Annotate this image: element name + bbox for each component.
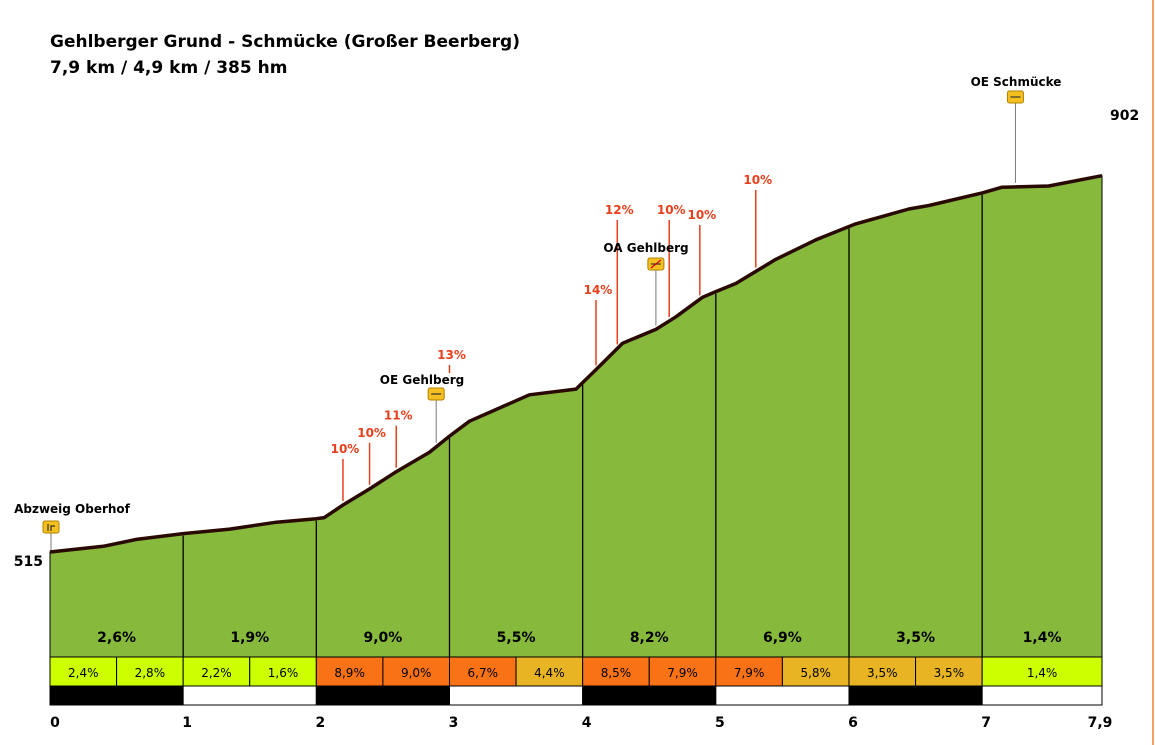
steep-marker-label: 10% — [657, 203, 686, 217]
km-gradient-label: 8,2% — [630, 630, 669, 646]
gradient-segment-label: 5,8% — [800, 666, 831, 680]
profile-line — [49, 173, 1103, 554]
gradient-segment-label: 4,4% — [534, 666, 565, 680]
steep-marker-label: 10% — [743, 173, 772, 187]
gradient-segment — [382, 656, 450, 687]
km-gradient-label: 3,5% — [896, 630, 935, 646]
steep-marker-label: 10% — [357, 426, 386, 440]
gradient-segment — [715, 656, 783, 687]
steep-marker-label: 12% — [605, 203, 634, 217]
gradient-segment-label: 7,9% — [734, 666, 765, 680]
km-gradient-label: 2,6% — [97, 630, 136, 646]
x-tick-label: 0 — [50, 715, 60, 731]
profile-area — [49, 175, 1103, 658]
x-tick-label: 6 — [848, 715, 858, 731]
gradient-segment — [49, 656, 118, 687]
place-label: OA Gehlberg — [603, 241, 688, 255]
gradient-segment-label: 2,4% — [68, 666, 99, 680]
km-scale-segment — [315, 685, 450, 706]
gradient-segment — [848, 656, 917, 687]
steep-marker-label: 14% — [584, 283, 613, 297]
gradient-segment-label: 8,9% — [334, 666, 365, 680]
steep-marker-label: 11% — [384, 409, 413, 423]
gradient-segment-label: 9,0% — [401, 666, 432, 680]
page-edge-line — [1152, 0, 1154, 745]
steep-marker-label: 13% — [437, 348, 466, 362]
gradient-segment — [915, 656, 983, 687]
km-scale-segment — [981, 685, 1103, 706]
gradient-segment-label: 6,7% — [468, 666, 499, 680]
place-label: OE Gehlberg — [380, 373, 464, 387]
gradient-segment-label: 7,9% — [667, 666, 698, 680]
gradient-segment-label: 3,5% — [867, 666, 898, 680]
gradient-segment-label: 2,2% — [201, 666, 232, 680]
km-gradient-label: 9,0% — [363, 630, 402, 646]
km-gradient-label: 1,9% — [230, 630, 269, 646]
x-tick-label: 4 — [582, 715, 592, 731]
km-gradient-label: 6,9% — [763, 630, 802, 646]
x-tick-label: 1 — [182, 715, 192, 731]
x-tick-label: 2 — [315, 715, 325, 731]
x-tick-label: 7,9 — [1088, 715, 1113, 731]
place-label: OE Schmücke — [971, 75, 1062, 89]
sign-glyph-strike — [650, 259, 662, 269]
chart-subtitle: 7,9 km / 4,9 km / 385 hm — [50, 58, 288, 78]
elevation-label-end: 902 — [1110, 108, 1139, 124]
gradient-segment — [648, 656, 717, 687]
km-scale-segment — [448, 685, 584, 706]
gradient-segment — [981, 656, 1103, 687]
x-tick-label: 3 — [449, 715, 459, 731]
gradient-segment-label: 3,5% — [934, 666, 965, 680]
gradient-segment-label: 1,4% — [1027, 666, 1058, 680]
elevation-label-start: 515 — [14, 554, 43, 570]
steep-marker-label: 10% — [687, 208, 716, 222]
km-scale-segment — [182, 685, 317, 706]
x-tick-label: 5 — [715, 715, 725, 731]
gradient-segment-label: 8,5% — [601, 666, 632, 680]
gradient-segment — [448, 656, 517, 687]
sign-glyph — [47, 524, 55, 531]
gradient-segment — [781, 656, 850, 687]
x-tick-label: 7 — [981, 715, 991, 731]
km-scale-segment — [582, 685, 717, 706]
km-scale-segment — [49, 685, 184, 706]
gradient-segment-label: 2,8% — [135, 666, 166, 680]
chart-title: Gehlberger Grund - Schmücke (Großer Beer… — [50, 32, 520, 52]
km-gradient-label: 5,5% — [497, 630, 536, 646]
km-scale-segment — [715, 685, 850, 706]
km-gradient-label: 1,4% — [1023, 630, 1062, 646]
steep-marker-label: 10% — [331, 442, 360, 456]
gradient-segment — [515, 656, 584, 687]
km-scale-segment — [848, 685, 983, 706]
gradient-segment-label: 1,6% — [268, 666, 299, 680]
place-label: Abzweig Oberhof — [14, 502, 131, 516]
